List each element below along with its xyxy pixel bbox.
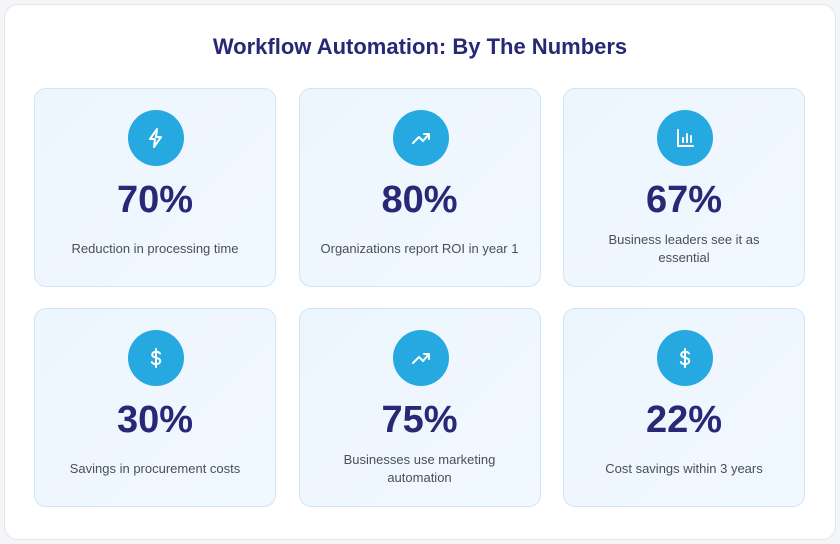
stat-label: Businesses use marketing automation xyxy=(343,452,496,485)
stat-value: 75% xyxy=(381,399,458,441)
stats-grid: 70% Reduction in processing time 80% Org… xyxy=(34,88,805,507)
stat-value: 30% xyxy=(116,399,194,441)
stat-label: Organizations report ROI in year 1 xyxy=(320,241,519,256)
stat-label: Reduction in processing time xyxy=(71,241,239,256)
bar-chart-icon xyxy=(657,110,713,166)
dollar-icon xyxy=(128,330,184,386)
stat-value: 22% xyxy=(645,399,723,441)
stat-value: 70% xyxy=(116,179,194,221)
dollar-icon xyxy=(657,330,713,386)
stat-card: 80% Organizations report ROI in year 1 xyxy=(298,88,541,287)
stat-label: Cost savings within 3 years xyxy=(605,461,763,476)
trending-up-icon xyxy=(392,110,449,166)
page-title: Workflow Automation: By The Numbers xyxy=(212,34,628,59)
stat-value: 67% xyxy=(645,179,723,221)
stat-label: Business leaders see it as essential xyxy=(608,232,760,265)
trending-up-icon xyxy=(392,330,449,386)
stat-card: 75% Businesses use marketing automation xyxy=(298,308,541,507)
stat-label: Savings in procurement costs xyxy=(69,461,241,476)
lightning-icon xyxy=(128,110,184,166)
stat-card: 22% Cost savings within 3 years xyxy=(563,308,805,507)
stat-card: 70% Reduction in processing time xyxy=(34,88,276,287)
stat-value: 80% xyxy=(381,179,458,221)
stat-card: 30% Savings in procurement costs xyxy=(34,308,276,507)
stat-card: 67% Business leaders see it as essential xyxy=(563,88,805,287)
